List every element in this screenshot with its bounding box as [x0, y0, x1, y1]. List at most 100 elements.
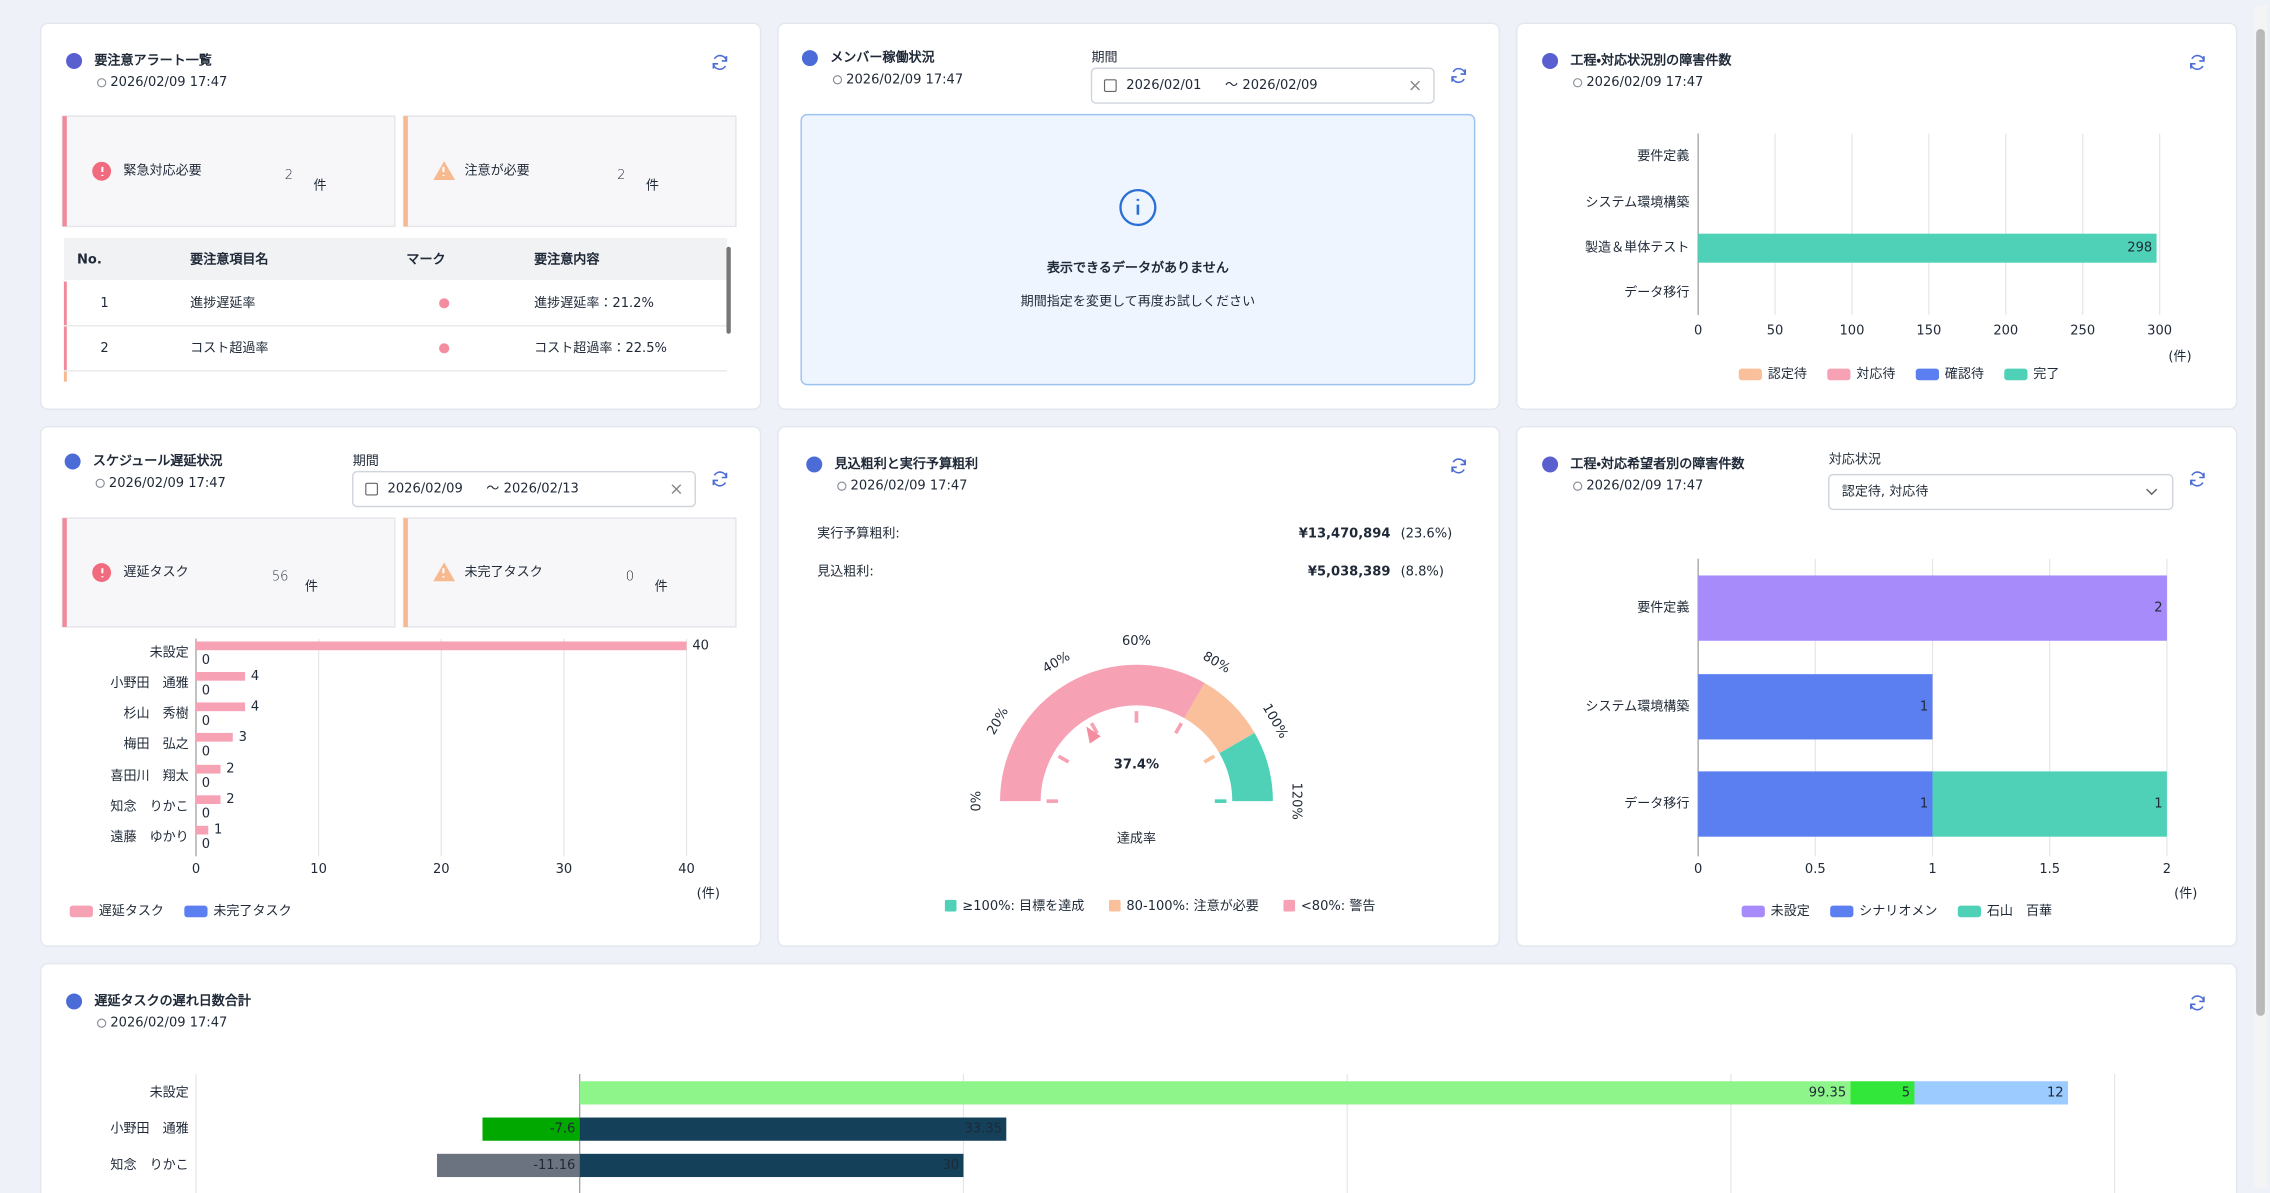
clock-icon	[95, 478, 105, 488]
legend-label: 確認待	[1945, 366, 1984, 382]
summary-label: 遅延タスク	[123, 565, 188, 580]
profit-amount: ¥5,038,389	[1308, 564, 1391, 579]
filter-select[interactable]	[1828, 473, 2174, 511]
legend-swatch[interactable]	[1738, 368, 1762, 381]
filter-label: 対応状況	[1829, 453, 1881, 468]
panel-icon	[64, 453, 81, 470]
bar-value-label: 2	[2154, 601, 2162, 616]
bar-value-label: 298	[2127, 241, 2152, 256]
period-separator: 〜	[486, 482, 499, 497]
x-tick-label: 10	[310, 862, 327, 877]
bar	[1914, 1081, 2068, 1105]
date-range-input[interactable]	[1090, 67, 1435, 104]
bar-value-label: 0	[202, 744, 210, 759]
category-label: 要件定義	[1637, 600, 1689, 616]
clear-button[interactable]	[671, 484, 682, 494]
bar-value-label: 99.35	[1809, 1085, 1846, 1100]
timestamp: 2026/02/09 17:47	[851, 479, 968, 494]
x-tick-label: 300	[2147, 323, 2172, 338]
panel-icon	[806, 456, 823, 473]
legend-label: 対応待	[1856, 367, 1895, 382]
scrollbar-thumb[interactable]	[2256, 29, 2265, 1016]
legend-swatch[interactable]	[1827, 368, 1851, 381]
table-cell: 進捗遅延率：21.2%	[534, 296, 654, 311]
category-label: 喜田川 翔太	[110, 769, 188, 784]
clock-icon	[837, 481, 847, 491]
timestamp: 2026/02/09 17:47	[1586, 75, 1703, 90]
x-unit-label: (件)	[2168, 350, 2191, 365]
bar	[195, 764, 221, 774]
clock-icon	[1573, 78, 1583, 88]
summary-count: 56	[272, 569, 289, 584]
refresh-button[interactable]	[1451, 67, 1466, 84]
gauge-tick-label: 120%	[1289, 782, 1304, 819]
summary-unit: 件	[655, 580, 668, 595]
bar	[482, 1117, 580, 1141]
bar-value-label: 5	[1902, 1085, 1910, 1100]
x-tick-label: 30	[556, 862, 573, 877]
gauge-caption: 達成率	[1117, 831, 1156, 846]
summary-label: 緊急対応必要	[123, 164, 201, 179]
bar-value-label: 1	[1920, 797, 1928, 812]
x-tick-label: 200	[1993, 323, 2018, 338]
panel-title: 要注意アラート一覧	[94, 52, 211, 68]
summary-card	[61, 115, 396, 228]
legend-swatch[interactable]	[1957, 905, 1982, 918]
category-label: 杉山 秀樹	[123, 707, 188, 722]
table-row	[63, 281, 728, 326]
refresh-button[interactable]	[712, 471, 728, 487]
bar	[579, 1081, 1851, 1105]
period-label: 期間	[353, 454, 379, 469]
legend-swatch[interactable]	[1741, 905, 1765, 918]
bar-value-label: 1	[1920, 699, 1928, 714]
legend-swatch[interactable]	[2004, 368, 2028, 381]
timestamp: 2026/02/09 17:47	[110, 1016, 227, 1031]
table-scrollbar[interactable]	[726, 246, 731, 334]
bar-value-label: 0	[202, 837, 210, 852]
legend-swatch[interactable]	[69, 905, 93, 918]
legend-swatch[interactable]	[1830, 905, 1854, 918]
refresh-button[interactable]	[712, 54, 728, 70]
table-cell: コスト超過率：22.5%	[534, 341, 667, 356]
table-cell: 2	[100, 341, 108, 356]
clock-icon	[97, 78, 107, 88]
summary-unit: 件	[305, 580, 318, 595]
bar-value-label: -7.6	[550, 1122, 575, 1137]
refresh-button[interactable]	[2190, 471, 2205, 487]
category-label: 知念 りかこ	[110, 1157, 188, 1173]
bar	[1932, 771, 2167, 837]
gauge-tick-label: 60%	[1122, 634, 1151, 649]
panel-title: 工程・対応希望者別の障害件数	[1570, 456, 1745, 472]
date-range-input[interactable]	[352, 470, 696, 508]
summary-label: 未完了タスク	[464, 565, 542, 580]
refresh-button[interactable]	[2190, 54, 2205, 70]
bar-value-label: 0	[202, 653, 210, 668]
legend-label: 完了	[2033, 367, 2059, 382]
timestamp: 2026/02/09 17:47	[110, 75, 227, 90]
summary-card	[402, 115, 737, 228]
bar-value-label: 1	[214, 823, 222, 838]
x-unit-label: (件)	[2174, 887, 2197, 902]
gauge-tick-label: 0%	[969, 791, 984, 812]
bar-value-label: 2	[226, 792, 234, 807]
row-accent	[63, 281, 67, 326]
category-label: データ移行	[1624, 796, 1689, 812]
summary-card-accent	[403, 518, 408, 627]
period-start: 2026/02/09	[388, 482, 463, 497]
clear-button[interactable]	[1410, 80, 1420, 91]
x-tick-label: 0	[1694, 862, 1702, 877]
summary-count: 2	[285, 168, 293, 183]
x-tick-label: 50	[1767, 323, 1784, 338]
refresh-button[interactable]	[2190, 995, 2205, 1011]
bar-value-label: 0	[202, 776, 210, 791]
category-label: 未設定	[150, 1085, 189, 1100]
table-header-cell: 要注意項目名	[190, 251, 268, 267]
legend-swatch[interactable]	[1915, 368, 1939, 381]
x-tick-label: 0	[1694, 323, 1702, 338]
legend-swatch[interactable]	[184, 905, 208, 918]
legend-label: 認定待	[1768, 367, 1807, 382]
legend-label: 未完了タスク	[213, 904, 291, 919]
refresh-button[interactable]	[1451, 458, 1466, 474]
bar-value-label: 4	[251, 669, 259, 684]
period-end: 2026/02/13	[504, 482, 579, 497]
